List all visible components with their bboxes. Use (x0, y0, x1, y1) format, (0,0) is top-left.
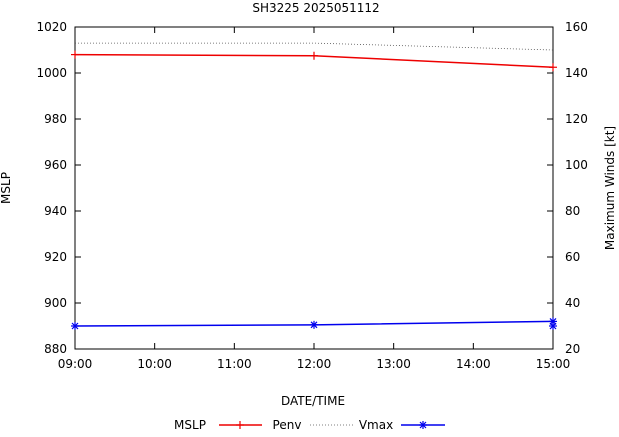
plot-frame (74, 26, 554, 350)
y-right-tick-label: 140 (565, 66, 588, 80)
y-right-tick-label: 120 (565, 112, 588, 126)
series-group (71, 42, 557, 330)
data-point-mslp (310, 51, 318, 60)
y-right-tick-label: 20 (565, 342, 580, 356)
axes (74, 26, 554, 350)
y-axis-right-label: Maximum Winds [kt] (603, 126, 617, 250)
data-point-vmax (310, 320, 318, 329)
y-axis-right-ticks: 20 40 60 80 100 120 140 160 (547, 20, 588, 356)
chart-title: SH3225 2025051112 (252, 1, 379, 15)
y-left-tick-label: 880 (44, 342, 67, 356)
x-axis-label: DATE/TIME (281, 394, 345, 408)
y-right-tick-label: 100 (565, 158, 588, 172)
x-tick-label: 14:00 (456, 357, 491, 371)
data-point-vmax (549, 322, 557, 330)
legend-marker-vmax (419, 421, 427, 429)
y-left-tick-label: 980 (44, 112, 67, 126)
y-right-tick-label: 60 (565, 250, 580, 264)
legend-label-mslp: MSLP (174, 418, 206, 432)
y-left-tick-label: 920 (44, 250, 67, 264)
x-tick-label: 13:00 (376, 357, 411, 371)
legend-label-penv: Penv (273, 418, 302, 432)
y-left-tick-label: 1000 (36, 66, 67, 80)
x-tick-label: 11:00 (217, 357, 252, 371)
data-point-mslp (549, 63, 557, 72)
x-tick-label: 15:00 (536, 357, 571, 371)
y-right-tick-label: 160 (565, 20, 588, 34)
x-tick-label: 10:00 (137, 357, 172, 371)
y-left-tick-label: 940 (44, 204, 67, 218)
y-left-tick-label: 900 (44, 296, 67, 310)
y-left-tick-label: 1020 (36, 20, 67, 34)
series-line-penv (75, 42, 554, 51)
y-axis-left-ticks: 880 900 920 940 960 980 1000 1020 (36, 20, 81, 356)
legend-marker-mslp (236, 421, 244, 429)
y-right-tick-label: 40 (565, 296, 580, 310)
y-left-tick-label: 960 (44, 158, 67, 172)
y-axis-left-label: MSLP (0, 172, 13, 204)
legend: MSLP Penv Vmax (174, 418, 445, 432)
data-point-mslp (71, 50, 79, 59)
x-axis-ticks: 09:00 10:00 11:00 12:00 13:00 14:00 15:00 (58, 27, 571, 371)
x-tick-label: 12:00 (297, 357, 332, 371)
data-point-vmax (71, 322, 79, 330)
y-right-tick-label: 80 (565, 204, 580, 218)
legend-label-vmax: Vmax (359, 418, 393, 432)
x-tick-label: 09:00 (58, 357, 93, 371)
